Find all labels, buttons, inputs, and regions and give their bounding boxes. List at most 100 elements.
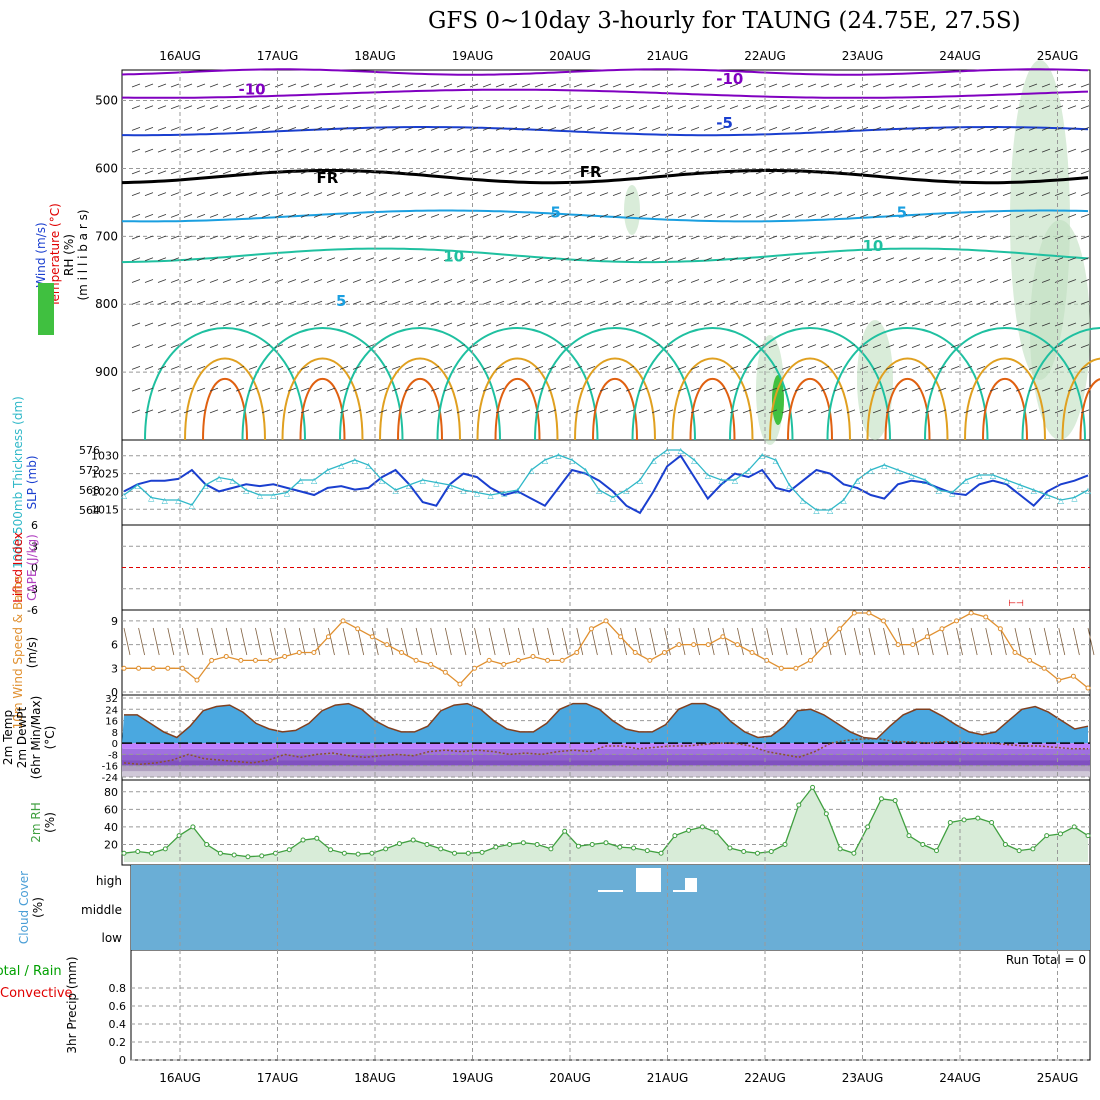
- wind-barb: [573, 257, 583, 262]
- wind-barb: [417, 257, 427, 262]
- wind-barb: [625, 300, 635, 305]
- wind-barb: [456, 257, 466, 262]
- wind-barb: [144, 322, 154, 327]
- wind-barb: [261, 83, 271, 88]
- wind-speed-point: [997, 626, 1003, 632]
- wind-speed-point: [413, 657, 419, 663]
- rh-point: [934, 848, 940, 854]
- wind-barb: [1015, 235, 1025, 240]
- wind-barb: [976, 192, 986, 196]
- wind-barb: [443, 279, 453, 283]
- thickness-point: △: [976, 471, 983, 480]
- thickness-point: △: [528, 466, 535, 475]
- wind-barb: [443, 235, 453, 240]
- temp-fill: [122, 703, 1088, 744]
- wind-barb: [651, 235, 661, 240]
- wind-speed-point: [223, 653, 229, 659]
- wind-barb: [287, 235, 297, 240]
- wind-barb: [560, 105, 570, 110]
- rh-point: [631, 845, 637, 851]
- axis-label: 2m Temp: [1, 710, 15, 765]
- temp-contour: [121, 247, 1089, 264]
- wind-barb: [883, 627, 890, 656]
- wind-barb: [599, 409, 609, 414]
- wind-barb: [989, 409, 999, 414]
- wind-barb: [378, 148, 388, 153]
- wind-barb: [924, 257, 934, 262]
- rh-point: [810, 784, 816, 790]
- rh-point: [713, 829, 719, 835]
- wind-barb: [443, 300, 453, 305]
- wind-barb: [365, 257, 375, 262]
- wind-barb: [586, 83, 596, 88]
- wind-barb: [976, 105, 986, 110]
- wind-barb: [950, 366, 960, 370]
- wind-barb: [716, 192, 726, 196]
- wind-barb: [989, 279, 999, 283]
- wind-barb: [456, 322, 466, 327]
- wind-barb: [794, 366, 804, 370]
- wind-barb: [456, 387, 466, 392]
- wind-barb: [1054, 387, 1064, 392]
- wind-barb: [820, 300, 830, 305]
- thickness-point: △: [420, 476, 427, 485]
- temp-contour: [122, 126, 1089, 137]
- wind-barb: [521, 192, 531, 196]
- temp-contour: [1021, 327, 1100, 441]
- wind-barb: [495, 366, 505, 370]
- pressure-tick: 600: [95, 161, 118, 175]
- wind-speed-point: [1027, 657, 1033, 663]
- wind-barb: [729, 322, 739, 327]
- thickness-point: △: [841, 496, 848, 505]
- wind-barb: [846, 170, 856, 175]
- wind-barb: [1067, 148, 1077, 153]
- wind-barb: [209, 83, 219, 88]
- wind-barb: [326, 192, 336, 196]
- wind-barb: [885, 148, 895, 153]
- wind-barb: [742, 127, 752, 131]
- thickness-point: △: [175, 496, 182, 505]
- wind-barb: [196, 235, 206, 240]
- wind-barb: [742, 257, 752, 262]
- wind-barb: [794, 344, 804, 349]
- wind-barb: [274, 257, 284, 262]
- wind-barb: [430, 300, 440, 305]
- wind-barb: [924, 235, 934, 240]
- wind-barb: [352, 213, 362, 218]
- wind-barb: [235, 213, 245, 218]
- rh-point: [644, 848, 650, 854]
- wind-barb: [547, 409, 557, 414]
- wind-barb: [255, 627, 262, 656]
- wind-speed-point: [340, 618, 346, 624]
- wind-barb: [742, 279, 752, 283]
- thickness-point: △: [623, 486, 630, 495]
- wind-barb: [794, 322, 804, 327]
- wind-barb: [157, 387, 167, 392]
- wind-barb: [560, 83, 570, 88]
- wind-barb: [768, 192, 778, 196]
- wind-barb: [1002, 213, 1012, 218]
- wind-speed-point: [1012, 650, 1018, 655]
- wind-barb: [313, 192, 323, 196]
- wind-barb: [456, 170, 466, 175]
- wind-barb: [417, 83, 427, 88]
- wind-barb: [1002, 300, 1012, 305]
- wind-barb: [404, 213, 414, 218]
- wind-barb: [926, 627, 934, 656]
- wind-barb: [209, 279, 219, 283]
- rh-point: [741, 848, 747, 854]
- wind-barb: [261, 344, 271, 349]
- wind-barb: [482, 83, 492, 88]
- thickness-point: △: [542, 456, 549, 465]
- wind-barb: [365, 235, 375, 240]
- wind-barb: [482, 105, 492, 110]
- wind-barb: [780, 627, 788, 656]
- wind-barb: [248, 344, 258, 349]
- wind-barb: [144, 148, 154, 153]
- wind-barb: [781, 192, 791, 196]
- rh-point: [438, 846, 444, 852]
- wind-barb: [1015, 170, 1025, 175]
- thickness-point: △: [121, 491, 128, 500]
- rh-point: [204, 841, 210, 847]
- wind-barb: [625, 279, 635, 283]
